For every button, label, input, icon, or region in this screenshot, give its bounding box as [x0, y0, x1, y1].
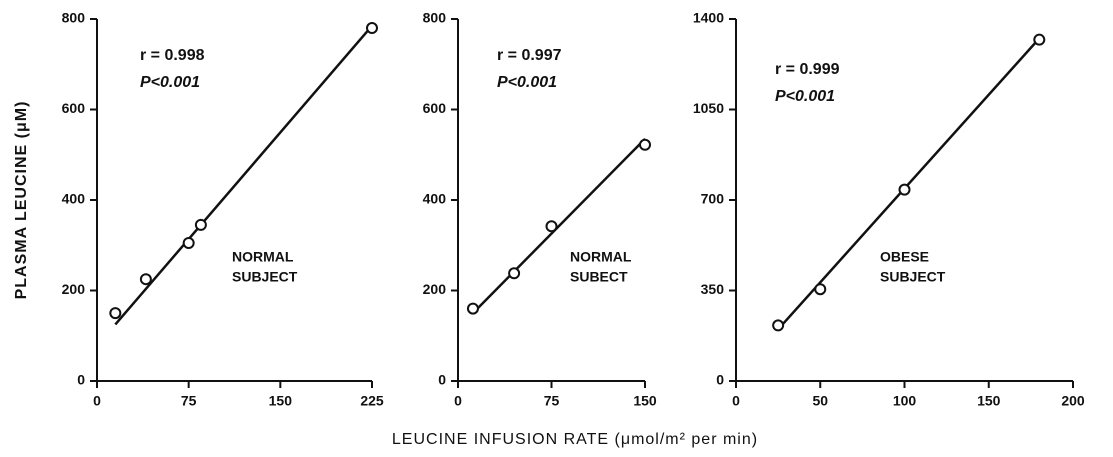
y-tick-label: 600 [62, 100, 86, 116]
y-tick-label: 800 [62, 10, 86, 26]
annotation: P<0.001 [775, 88, 835, 105]
subject-label: SUBJECT [880, 269, 946, 285]
y-tick-label: 0 [77, 372, 85, 388]
subject-label: SUBJECT [232, 269, 298, 285]
data-point [508, 267, 521, 280]
annotation: P<0.001 [140, 74, 200, 91]
data-point [545, 220, 558, 233]
annotation: r = 0.998 [140, 47, 205, 64]
x-tick-label: 0 [93, 393, 101, 409]
y-tick-label: 700 [701, 191, 725, 207]
x-axis-label: LEUCINE INFUSION RATE (μmol/m² per min) [392, 431, 758, 448]
data-point [772, 319, 785, 332]
fit-line [472, 138, 646, 315]
x-tick-label: 50 [812, 393, 828, 409]
y-axis-label: PLASMA LEUCINE (μM) [13, 101, 30, 300]
subject-label: NORMAL [570, 249, 632, 265]
data-point [1033, 33, 1046, 46]
x-tick-label: 150 [633, 393, 657, 409]
x-tick-label: 75 [181, 393, 197, 409]
y-tick-label: 400 [423, 191, 447, 207]
y-tick-label: 200 [423, 281, 447, 297]
subject-label: SUBECT [570, 269, 628, 285]
data-point [194, 218, 207, 231]
y-tick-label: 400 [62, 191, 86, 207]
data-point [814, 283, 827, 296]
data-point [366, 22, 378, 35]
annotation: r = 0.997 [497, 47, 562, 64]
fit-line [114, 24, 373, 326]
x-tick-label: 0 [732, 393, 740, 409]
y-tick-label: 800 [423, 10, 447, 26]
y-tick-label: 350 [701, 281, 725, 297]
annotation: P<0.001 [497, 74, 557, 91]
data-point [109, 307, 122, 320]
data-point [898, 183, 911, 196]
annotation: r = 0.999 [775, 61, 840, 78]
x-tick-label: 150 [269, 393, 293, 409]
y-tick-label: 600 [423, 100, 447, 116]
y-tick-label: 0 [716, 372, 724, 388]
data-point [466, 302, 479, 315]
y-tick-label: 0 [438, 372, 446, 388]
subject-label: NORMAL [232, 249, 294, 265]
data-point [182, 236, 195, 249]
x-tick-label: 0 [454, 393, 462, 409]
x-tick-label: 200 [1061, 393, 1085, 409]
y-tick-label: 200 [62, 281, 86, 297]
data-point [139, 273, 152, 286]
x-tick-label: 225 [360, 393, 384, 409]
x-tick-label: 100 [893, 393, 917, 409]
y-tick-label: 1400 [693, 10, 724, 26]
x-tick-label: 75 [544, 393, 560, 409]
data-point [639, 138, 651, 151]
subject-label: OBESE [880, 249, 929, 265]
y-tick-label: 1050 [693, 100, 724, 116]
x-tick-label: 150 [977, 393, 1001, 409]
fit-line [777, 37, 1041, 331]
